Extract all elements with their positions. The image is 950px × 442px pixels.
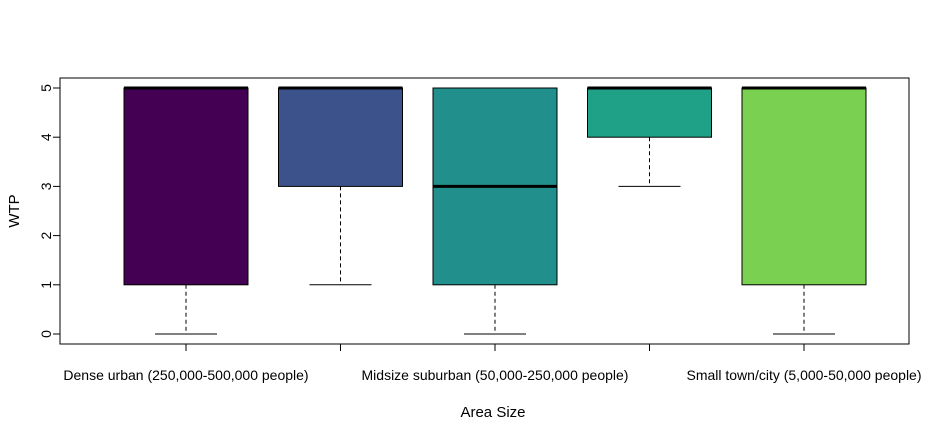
y-tick-label: 0 bbox=[38, 330, 54, 338]
y-tick-label: 1 bbox=[38, 281, 54, 289]
iqr-box bbox=[587, 87, 712, 138]
y-tick-label: 3 bbox=[38, 182, 54, 190]
box-1 bbox=[123, 86, 249, 335]
y-axis-title: WTP bbox=[6, 194, 23, 227]
x-tick-label: Midsize suburban (50,000-250,000 people) bbox=[362, 367, 629, 383]
iqr-box bbox=[278, 87, 403, 187]
box-2 bbox=[278, 86, 403, 286]
iqr-box bbox=[123, 87, 249, 286]
x-axis-title: Area Size bbox=[460, 404, 525, 421]
x-tick-label: Dense urban (250,000-500,000 people) bbox=[63, 367, 308, 383]
box-3 bbox=[432, 87, 558, 335]
y-tick-label: 4 bbox=[38, 133, 54, 141]
y-axis: 0 1 2 3 4 5 bbox=[38, 84, 61, 338]
y-tick-label: 2 bbox=[38, 231, 54, 239]
x-tick-label: Small town/city (5,000-50,000 people) bbox=[686, 367, 921, 383]
x-axis: Dense urban (250,000-500,000 people) Mids… bbox=[63, 343, 922, 383]
box-5 bbox=[741, 86, 867, 335]
y-tick-label: 5 bbox=[38, 84, 54, 92]
boxes-group bbox=[123, 86, 867, 335]
box-4 bbox=[587, 86, 712, 187]
iqr-box bbox=[741, 87, 867, 286]
